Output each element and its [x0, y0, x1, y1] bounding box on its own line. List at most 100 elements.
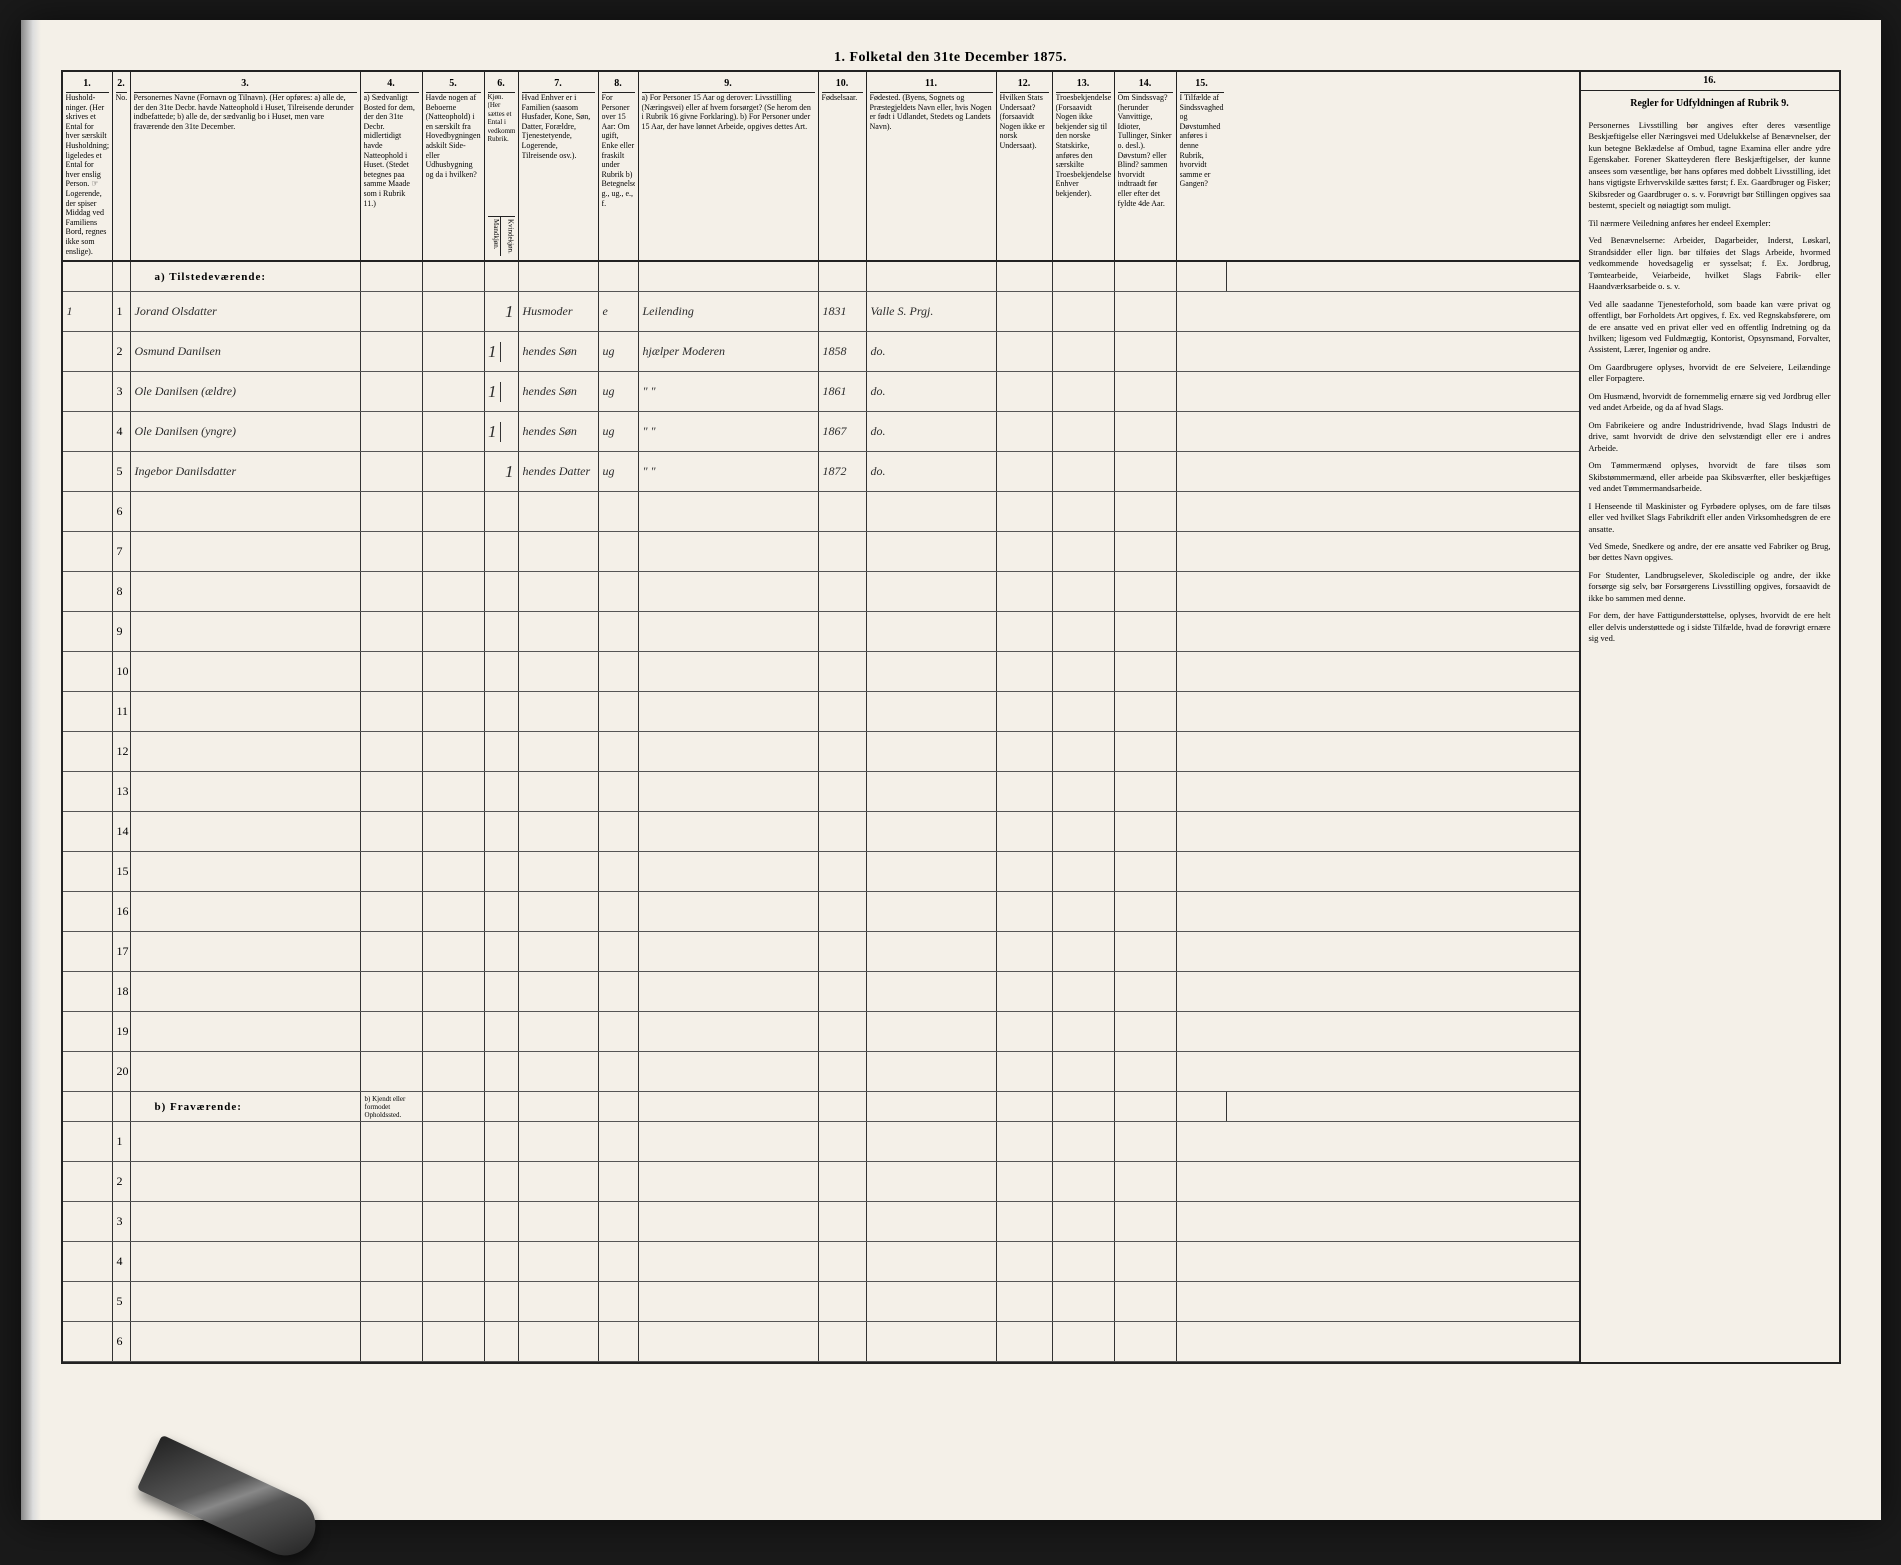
cell: [63, 1202, 113, 1241]
cell: [63, 1012, 113, 1051]
cell: [423, 852, 485, 891]
cell: [1177, 492, 1227, 531]
cell: [1115, 1092, 1177, 1121]
cell: [1177, 1122, 1227, 1161]
cell: [1177, 412, 1227, 451]
cell: 2: [113, 1162, 131, 1201]
cell: [423, 1122, 485, 1161]
cell: [1115, 262, 1177, 291]
cell: [639, 572, 819, 611]
cell: [423, 612, 485, 651]
cell: [519, 1092, 599, 1121]
rubrik16-paragraph: I Henseende til Maskinister og Fyrbødere…: [1589, 501, 1831, 535]
cell: [1115, 812, 1177, 851]
cell: [423, 812, 485, 851]
colhead-14: Om Sindssvag? (herunder Vanvittige, Idio…: [1118, 93, 1173, 256]
ledger-table: 1.Hushold- ninger. (Her skrives et Ental…: [61, 70, 1841, 1364]
cell: [423, 1052, 485, 1091]
cell: [131, 532, 361, 571]
cell: [423, 372, 485, 411]
cell: [1177, 932, 1227, 971]
cell: [1115, 852, 1177, 891]
cell: [361, 852, 423, 891]
cell: [1177, 1282, 1227, 1321]
cell: [63, 372, 113, 411]
cell: [639, 612, 819, 651]
cell: [819, 1052, 867, 1091]
cell: [423, 412, 485, 451]
cell: [639, 1322, 819, 1361]
cell: [997, 812, 1053, 851]
cell: 8: [113, 572, 131, 611]
cell: [131, 732, 361, 771]
cell: 18: [113, 972, 131, 1011]
cell: [599, 972, 639, 1011]
cell: [1115, 892, 1177, 931]
header-row: 1.Hushold- ninger. (Her skrives et Ental…: [63, 72, 1579, 262]
cell: [599, 1052, 639, 1091]
cell: [423, 292, 485, 331]
cell: [1053, 732, 1115, 771]
cell: [1053, 692, 1115, 731]
cell: [485, 1242, 519, 1281]
table-row: 15: [63, 852, 1579, 892]
cell: [867, 532, 997, 571]
cell: [423, 692, 485, 731]
colnum-2: 2.: [116, 76, 127, 93]
cell: [1177, 652, 1227, 691]
cell: [63, 772, 113, 811]
cell: [1115, 1322, 1177, 1361]
colnum-15: 15.: [1180, 76, 1224, 93]
cell: [485, 772, 519, 811]
cell: [819, 892, 867, 931]
cell: [819, 1162, 867, 1201]
cell: [361, 1242, 423, 1281]
cell: [485, 692, 519, 731]
cell: [819, 972, 867, 1011]
cell: [361, 372, 423, 411]
cell: [1053, 452, 1115, 491]
cell: hendes Søn: [519, 332, 599, 371]
cell: 5: [113, 452, 131, 491]
cell: [361, 1052, 423, 1091]
colhead-6a: Mandkjøn.: [488, 217, 502, 256]
colhead-11: Fødested. (Byens, Sognets og Præstegjeld…: [870, 93, 993, 256]
cell: [1177, 812, 1227, 851]
cell: [639, 1202, 819, 1241]
cell: [423, 772, 485, 811]
cell: [519, 262, 599, 291]
cell: [131, 1122, 361, 1161]
colnum-11: 11.: [870, 76, 993, 93]
cell: [63, 452, 113, 491]
cell: 6: [113, 492, 131, 531]
cell: [361, 332, 423, 371]
cell: [997, 262, 1053, 291]
cell: [1177, 692, 1227, 731]
cell: [867, 612, 997, 651]
cell: [519, 972, 599, 1011]
cell: [819, 1012, 867, 1051]
cell: [63, 652, 113, 691]
cell: [599, 692, 639, 731]
colhead-6: Kjøn. (Her sættes et Ental i vedkommende…: [488, 93, 515, 216]
cell: do.: [867, 412, 997, 451]
cell: [63, 262, 113, 291]
colnum-10: 10.: [822, 76, 863, 93]
colhead-13: Troesbekjendelse. (Forsaavidt Nogen ikke…: [1056, 93, 1111, 256]
cell: [867, 1282, 997, 1321]
cell: [997, 852, 1053, 891]
cell: [361, 692, 423, 731]
cell: [867, 972, 997, 1011]
cell: [819, 852, 867, 891]
cell: [63, 932, 113, 971]
cell: [1177, 772, 1227, 811]
cell: [485, 812, 519, 851]
cell: 14: [113, 812, 131, 851]
table-row: 19: [63, 1012, 1579, 1052]
cell: [1053, 1282, 1115, 1321]
section-a-row: a) Tilstedeværende:: [63, 262, 1579, 292]
cell: [819, 262, 867, 291]
cell: [819, 612, 867, 651]
table-row: 1: [63, 1122, 1579, 1162]
cell: [113, 262, 131, 291]
